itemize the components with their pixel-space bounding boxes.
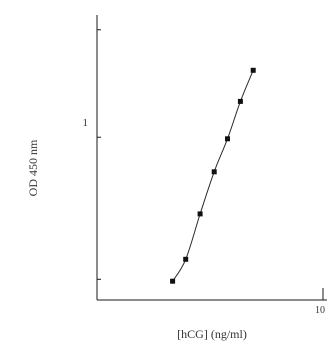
data-point-2 — [183, 256, 189, 262]
x-axis-label: [hCG] (ng/ml) — [177, 327, 247, 341]
y-axis-label: OD 450 nm — [26, 139, 40, 196]
data-point-1 — [170, 278, 176, 284]
y-tick-label-1: 1 — [83, 117, 89, 129]
x-tick-label-10: 10 — [315, 305, 325, 316]
data-point-5 — [225, 136, 230, 142]
y-ticks — [97, 29, 101, 280]
data-point-6 — [237, 98, 243, 104]
data-point-7 — [250, 67, 256, 73]
data-point-3 — [197, 211, 203, 217]
data-points — [170, 67, 256, 284]
data-point-4 — [211, 169, 217, 175]
